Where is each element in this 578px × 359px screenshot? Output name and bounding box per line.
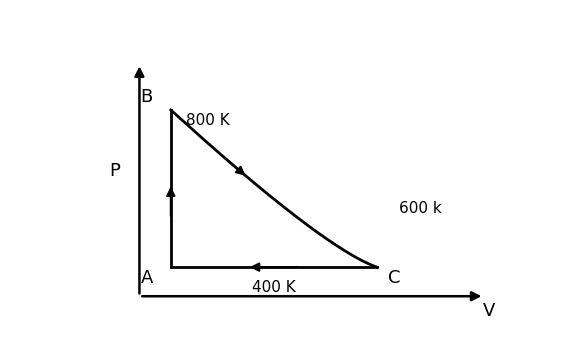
Text: B: B bbox=[140, 88, 153, 106]
Text: V: V bbox=[483, 302, 495, 320]
Text: 800 K: 800 K bbox=[187, 113, 230, 128]
Text: P: P bbox=[109, 162, 120, 180]
Text: C: C bbox=[388, 269, 401, 286]
Text: 600 k: 600 k bbox=[399, 201, 442, 216]
Text: 400 K: 400 K bbox=[252, 280, 296, 295]
Text: A: A bbox=[140, 269, 153, 286]
